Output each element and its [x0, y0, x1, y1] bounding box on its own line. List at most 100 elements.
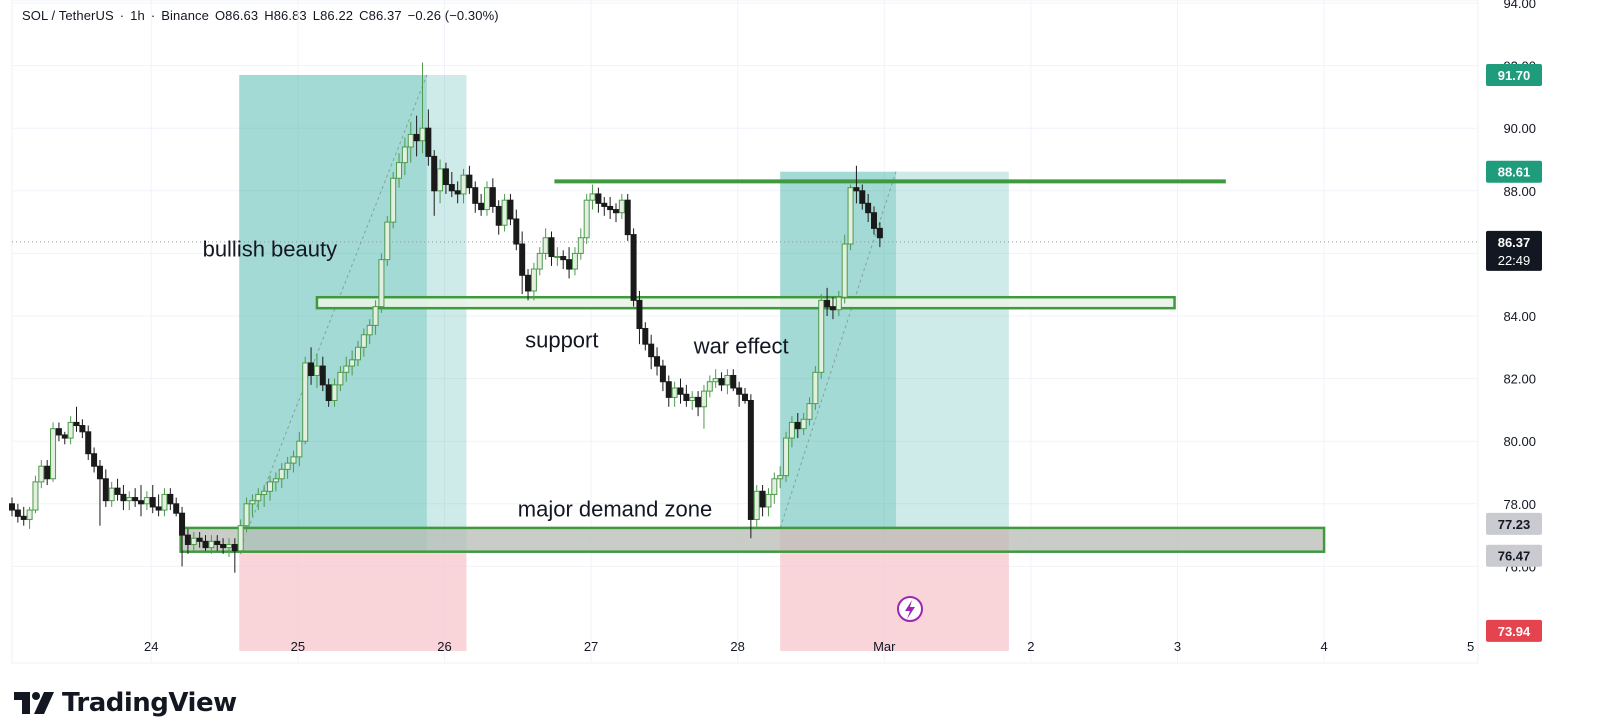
candle-body: [841, 243, 848, 298]
candle-body: [589, 193, 596, 201]
candle-body: [261, 490, 268, 495]
x-tick-label: 28: [730, 639, 744, 654]
candle-body: [143, 497, 150, 505]
x-tick-label: 24: [144, 639, 158, 654]
annotation-text: war effect: [693, 334, 789, 359]
candle-body: [859, 190, 866, 204]
candle-body: [278, 468, 285, 480]
candle-body: [442, 168, 449, 186]
candle-body: [654, 356, 661, 367]
price-badge: [1486, 63, 1542, 86]
candle-body: [677, 387, 684, 395]
tradingview-brand[interactable]: TradingView: [14, 688, 237, 718]
profit-zone-extension: [895, 171, 1009, 528]
candle-body: [695, 396, 702, 408]
candle-body: [560, 256, 567, 261]
tradingview-logo-icon: [14, 692, 54, 714]
candle-body: [267, 481, 274, 492]
candle-body: [437, 168, 444, 192]
annotation-text: support: [525, 327, 598, 352]
candle-body: [536, 252, 543, 270]
ohlc-close: C86.37: [359, 8, 402, 23]
candle-body: [742, 393, 748, 402]
candle-body: [460, 174, 467, 195]
candle-body: [648, 343, 655, 358]
candle-body: [519, 243, 526, 276]
levels: [12, 179, 1478, 553]
candle-body: [202, 540, 209, 549]
x-tick-label: Mar: [873, 639, 896, 654]
candle-body: [448, 184, 455, 192]
candle-body: [149, 497, 156, 508]
price-badge: [1486, 544, 1542, 567]
candle-body: [231, 543, 238, 552]
candle-body: [812, 371, 819, 405]
price-badge-label: 76.47: [1498, 549, 1531, 564]
candle-body: [706, 381, 713, 392]
candle-body: [431, 155, 438, 192]
candle-body: [179, 512, 186, 536]
candle-body: [712, 378, 719, 383]
candle-body: [243, 503, 250, 527]
demand-zone-box: [179, 526, 1326, 553]
candle-body: [425, 127, 432, 157]
candle-body: [577, 237, 584, 254]
countdown-label: 22:49: [1498, 253, 1531, 268]
annotation-text: major demand zone: [518, 496, 712, 521]
candle-body: [607, 205, 614, 211]
price-badge-label: 86.37: [1498, 235, 1531, 250]
candle-body: [759, 490, 766, 508]
candle-body: [120, 493, 127, 502]
y-tick-label: 78.00: [1503, 497, 1536, 512]
candle-body: [753, 490, 760, 520]
candle-body: [220, 543, 227, 549]
candle-body: [530, 268, 537, 292]
candle-body: [378, 259, 385, 308]
annotations: bullish beauty support war effect major dem…: [203, 237, 789, 522]
candle-body: [196, 537, 203, 542]
candle-body: [478, 202, 485, 211]
candle-body: [683, 393, 690, 402]
candle-body: [272, 478, 279, 483]
candle-body: [9, 503, 15, 511]
symbol-name[interactable]: SOL / TetherUS: [22, 8, 114, 23]
y-tick-label: 88.00: [1503, 184, 1536, 199]
candle-body: [548, 237, 555, 258]
price-badge: [1486, 230, 1542, 271]
candle-body: [865, 202, 872, 214]
y-tick-label: 94.00: [1503, 0, 1536, 11]
candle-body: [14, 509, 21, 517]
candle-body: [126, 497, 133, 502]
price-badge: [1486, 160, 1542, 183]
candle-body: [343, 365, 350, 373]
profit-zone-extension: [426, 74, 467, 552]
candle-body: [612, 209, 619, 214]
candle-body: [800, 418, 807, 430]
candle-body: [167, 493, 174, 505]
candle-body: [319, 365, 326, 386]
price-badge: [1486, 619, 1542, 642]
x-tick-label: 27: [584, 639, 598, 654]
candle-body: [96, 465, 103, 480]
candle-body: [718, 378, 725, 386]
candle-body: [847, 187, 854, 245]
position-path: [779, 171, 897, 529]
candle-body: [214, 540, 221, 545]
candle-body: [290, 456, 297, 464]
candle-body: [73, 421, 80, 427]
axes: 94.0092.0090.0088.0086.0084.0082.0080.00…: [144, 0, 1542, 654]
candle-body: [38, 465, 45, 483]
candle-body: [108, 487, 115, 502]
candle-body: [689, 396, 696, 402]
candle-body: [525, 274, 532, 292]
candle-body: [876, 227, 883, 239]
candle-body: [818, 299, 825, 373]
candle-body: [20, 515, 27, 520]
candle-body: [155, 506, 162, 511]
lightning-bolt-icon: [905, 600, 915, 619]
candle-body: [824, 299, 831, 308]
candle-body: [173, 503, 180, 514]
interval-label[interactable]: 1h: [130, 8, 145, 23]
